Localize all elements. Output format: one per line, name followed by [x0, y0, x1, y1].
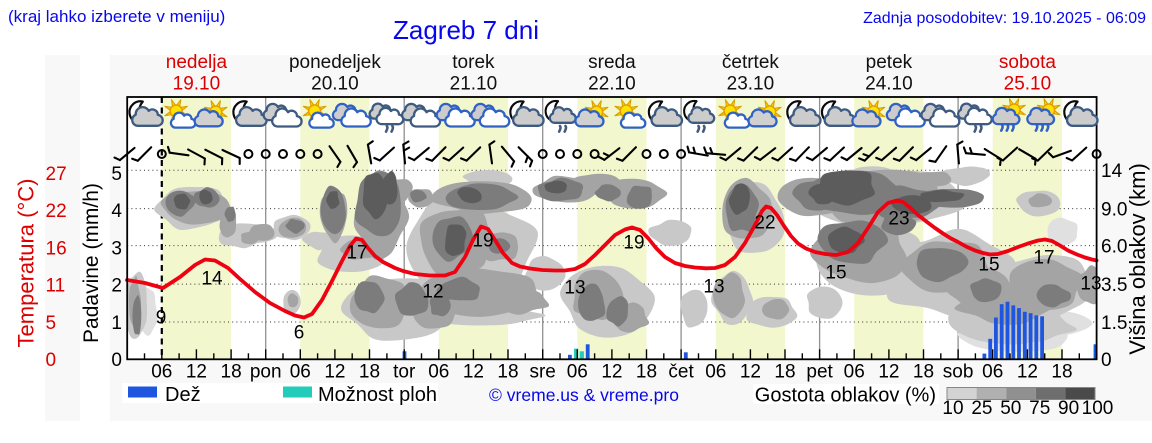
svg-text:1.5: 1.5: [1101, 313, 1127, 334]
svg-text:Dež: Dež: [165, 384, 201, 406]
svg-text:18: 18: [913, 362, 934, 383]
svg-text:23.10: 23.10: [727, 74, 775, 95]
svg-text:tor: tor: [393, 362, 416, 383]
svg-text:čet: čet: [668, 362, 694, 383]
svg-text:torek: torek: [452, 52, 495, 73]
svg-text:18: 18: [497, 362, 518, 383]
svg-text:Zadnja posodobitev: 19.10.2025: Zadnja posodobitev: 19.10.2025 - 06:09: [863, 10, 1146, 27]
svg-text:Gostota oblakov (%): Gostota oblakov (%): [755, 385, 936, 407]
svg-text:0: 0: [46, 350, 57, 371]
svg-text:19.10: 19.10: [173, 74, 221, 95]
svg-text:14: 14: [1101, 161, 1123, 182]
svg-text:18: 18: [359, 362, 380, 383]
svg-text:1: 1: [111, 313, 122, 334]
svg-text:27: 27: [46, 164, 67, 185]
svg-text:06: 06: [290, 362, 311, 383]
svg-text:13: 13: [1080, 274, 1101, 295]
svg-text:18: 18: [1051, 362, 1072, 383]
svg-text:06: 06: [428, 362, 449, 383]
svg-text:5: 5: [111, 164, 122, 185]
svg-text:16: 16: [46, 238, 67, 259]
svg-text:14: 14: [201, 269, 223, 290]
svg-text:petek: petek: [866, 52, 913, 73]
svg-text:sre: sre: [529, 362, 555, 383]
svg-text:© vreme.us & vreme.pro: © vreme.us & vreme.pro: [489, 385, 679, 405]
svg-text:12: 12: [740, 362, 761, 383]
svg-text:17: 17: [346, 243, 367, 264]
svg-text:12: 12: [422, 282, 443, 303]
svg-text:22: 22: [46, 201, 67, 222]
svg-text:12: 12: [601, 362, 622, 383]
svg-text:25.10: 25.10: [1004, 74, 1052, 95]
svg-text:13: 13: [703, 277, 724, 298]
svg-text:3.5: 3.5: [1101, 275, 1127, 296]
svg-text:06: 06: [567, 362, 588, 383]
svg-text:Višina oblakov (km): Višina oblakov (km): [1125, 163, 1150, 355]
svg-text:9.0: 9.0: [1101, 200, 1127, 221]
svg-text:06: 06: [151, 362, 172, 383]
svg-text:06: 06: [705, 362, 726, 383]
svg-text:sobota: sobota: [999, 52, 1056, 73]
svg-text:Zagreb 7 dni: Zagreb 7 dni: [393, 15, 539, 45]
svg-text:19: 19: [472, 231, 493, 252]
svg-text:12: 12: [1017, 362, 1038, 383]
svg-text:ponedeljek: ponedeljek: [289, 52, 381, 73]
svg-text:100: 100: [1082, 398, 1114, 419]
svg-text:Možnost ploh: Možnost ploh: [318, 384, 437, 406]
svg-text:06: 06: [844, 362, 865, 383]
svg-text:6.0: 6.0: [1101, 237, 1127, 258]
svg-text:11: 11: [46, 276, 66, 297]
svg-text:20.10: 20.10: [311, 74, 359, 95]
svg-text:13: 13: [564, 278, 585, 299]
svg-text:25: 25: [971, 398, 992, 419]
svg-text:sob: sob: [943, 362, 974, 383]
svg-text:50: 50: [1000, 398, 1021, 419]
svg-text:12: 12: [878, 362, 899, 383]
svg-text:23: 23: [888, 209, 909, 230]
svg-text:10: 10: [942, 398, 963, 419]
svg-text:(kraj lahko izberete v meniju): (kraj lahko izberete v meniju): [8, 7, 225, 26]
svg-text:21.10: 21.10: [450, 74, 498, 95]
svg-text:17: 17: [1033, 248, 1054, 269]
svg-text:5: 5: [46, 313, 57, 334]
svg-text:Temperatura (°C): Temperatura (°C): [14, 179, 39, 348]
svg-text:90: 90: [1058, 398, 1079, 419]
svg-text:22: 22: [754, 213, 775, 234]
svg-text:18: 18: [221, 362, 242, 383]
svg-text:3: 3: [111, 238, 122, 259]
svg-text:15: 15: [978, 255, 999, 276]
svg-text:12: 12: [463, 362, 484, 383]
svg-text:pon: pon: [250, 362, 282, 383]
svg-text:19: 19: [623, 233, 644, 254]
svg-text:nedelja: nedelja: [166, 52, 228, 73]
svg-text:0: 0: [1101, 350, 1112, 371]
svg-text:75: 75: [1029, 398, 1050, 419]
svg-text:2: 2: [111, 276, 122, 297]
svg-text:0: 0: [111, 350, 122, 371]
svg-text:12: 12: [324, 362, 345, 383]
svg-text:sreda: sreda: [588, 52, 636, 73]
svg-text:18: 18: [774, 362, 795, 383]
svg-text:4: 4: [111, 201, 122, 222]
svg-text:18: 18: [636, 362, 657, 383]
svg-text:Padavine (mm/h): Padavine (mm/h): [80, 183, 103, 343]
svg-text:9: 9: [156, 308, 167, 329]
svg-text:6: 6: [294, 323, 305, 344]
svg-text:četrtek: četrtek: [722, 52, 780, 73]
svg-text:06: 06: [982, 362, 1003, 383]
svg-text:15: 15: [825, 263, 846, 284]
svg-text:22.10: 22.10: [588, 74, 636, 95]
svg-text:24.10: 24.10: [865, 74, 913, 95]
svg-text:12: 12: [186, 362, 207, 383]
svg-text:pet: pet: [806, 362, 833, 383]
